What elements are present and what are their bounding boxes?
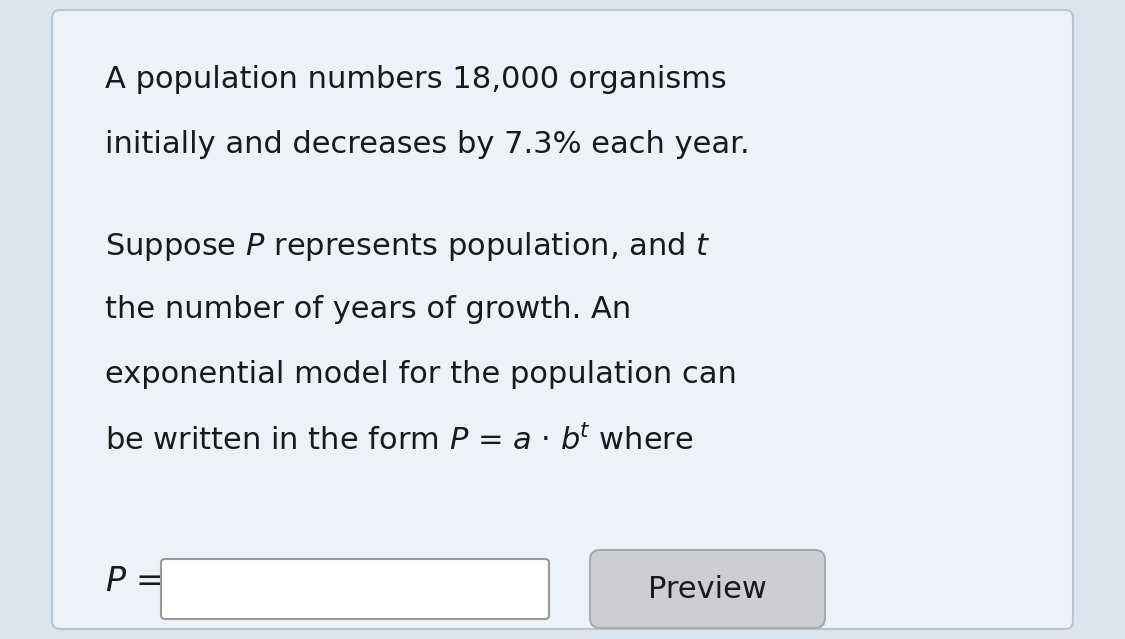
- Text: Preview: Preview: [648, 574, 767, 603]
- Text: A population numbers 18,000 organisms: A population numbers 18,000 organisms: [105, 65, 727, 94]
- FancyBboxPatch shape: [52, 10, 1073, 629]
- Text: be written in the form $\mathit{P}$ = $\mathit{a}$ · $\mathit{b}$$^{\mathit{t}}$: be written in the form $\mathit{P}$ = $\…: [105, 425, 693, 456]
- Text: exponential model for the population can: exponential model for the population can: [105, 360, 737, 389]
- FancyBboxPatch shape: [161, 559, 549, 619]
- FancyBboxPatch shape: [590, 550, 825, 628]
- Text: the number of years of growth. An: the number of years of growth. An: [105, 295, 631, 324]
- Text: Suppose $\mathit{P}$ represents population, and $\mathit{t}$: Suppose $\mathit{P}$ represents populati…: [105, 230, 711, 263]
- Text: initially and decreases by 7.3% each year.: initially and decreases by 7.3% each yea…: [105, 130, 749, 159]
- Text: $\mathit{P}$ =: $\mathit{P}$ =: [105, 565, 162, 598]
